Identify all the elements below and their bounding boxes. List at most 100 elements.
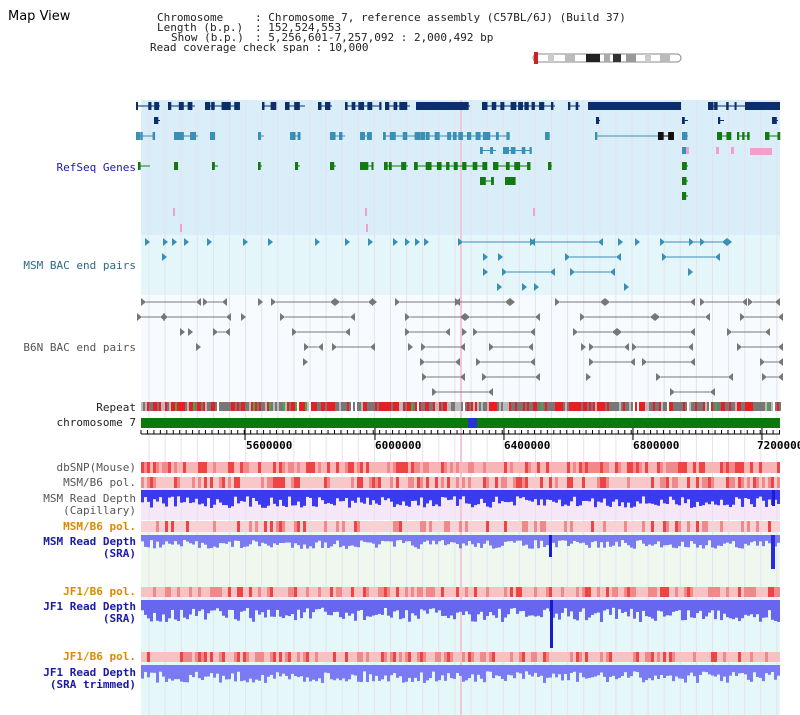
heat-cell xyxy=(432,462,435,473)
gene-exon xyxy=(351,102,356,110)
repeat-segment xyxy=(173,402,175,411)
heat-cell xyxy=(639,462,642,473)
track-label-msm-depth-sra[interactable]: MSM Read Depth xyxy=(43,535,136,548)
track-label-jf1-b6-pol-1[interactable]: JF1/B6 pol. xyxy=(63,585,136,598)
length-value: : 152,524,553 xyxy=(255,21,342,34)
depth-bar xyxy=(396,490,399,505)
heat-cell xyxy=(438,477,441,488)
heat-cell xyxy=(720,477,723,488)
bac-end xyxy=(196,298,201,306)
heat-cell xyxy=(723,521,726,532)
heat-cell xyxy=(195,521,198,532)
bac-end xyxy=(445,328,450,336)
depth-bar xyxy=(471,490,474,508)
heat-cell xyxy=(246,652,249,662)
track-label-msm-depth-capillary[interactable]: MSM Read Depth xyxy=(43,492,136,505)
depth-bar xyxy=(666,490,669,504)
heat-cell xyxy=(621,587,624,597)
track-label-chromosome[interactable]: chromosome 7 xyxy=(56,416,136,429)
bac-end xyxy=(460,343,465,351)
heat-cell xyxy=(771,652,774,662)
bac-end xyxy=(530,328,535,336)
heat-cell xyxy=(444,521,447,532)
heat-cell xyxy=(747,477,750,488)
heat-cell xyxy=(678,462,681,473)
heat-cell xyxy=(480,652,483,662)
heat-cell xyxy=(492,462,495,473)
gene-exon xyxy=(467,132,472,140)
track-label-jf1-depth-trimmed[interactable]: JF1 Read Depth xyxy=(43,666,136,679)
heat-cell xyxy=(225,652,228,662)
depth-bar xyxy=(147,600,150,619)
heat-cell xyxy=(648,521,651,532)
depth-bar xyxy=(318,490,321,498)
depth-bar xyxy=(189,535,192,544)
heat-cell xyxy=(321,477,324,488)
track-label-msm-b6-pol-2[interactable]: MSM/B6 pol. xyxy=(63,520,136,533)
depth-bar xyxy=(345,665,348,682)
repeat-segment xyxy=(199,402,201,411)
heat-cell xyxy=(732,587,735,597)
depth-bar xyxy=(144,600,147,615)
depth-bar xyxy=(465,665,468,681)
heat-cell xyxy=(249,521,252,532)
heat-cell xyxy=(318,652,321,662)
heat-cell xyxy=(192,587,195,597)
depth-bar xyxy=(561,490,564,507)
depth-bar xyxy=(402,535,405,544)
track-label-repeat[interactable]: Repeat xyxy=(96,401,136,414)
bac-end xyxy=(315,238,320,246)
heat-cell xyxy=(312,587,315,597)
heat-cell xyxy=(534,462,537,473)
heat-cell xyxy=(483,587,486,597)
depth-bar xyxy=(741,490,744,507)
repeat-segment xyxy=(579,402,581,411)
bac-end xyxy=(535,313,540,321)
depth-bar xyxy=(708,535,711,541)
track-label-dbsnp[interactable]: dbSNP(Mouse) xyxy=(56,461,136,474)
repeat-segment xyxy=(307,402,309,411)
heat-cell xyxy=(246,477,249,488)
heat-cell xyxy=(285,477,288,488)
depth-bar xyxy=(330,665,333,680)
heat-cell xyxy=(711,462,714,473)
heat-cell xyxy=(498,521,501,532)
heat-cell xyxy=(528,652,531,662)
track-label-jf1-b6-pol-2[interactable]: JF1/B6 pol. xyxy=(63,650,136,663)
heat-cell xyxy=(759,587,762,597)
depth-bar xyxy=(453,535,456,543)
depth-bar xyxy=(612,490,615,502)
depth-bar xyxy=(303,535,306,545)
heat-cell xyxy=(732,477,735,488)
depth-bar xyxy=(444,490,447,498)
gene-exon xyxy=(500,102,505,110)
depth-bar xyxy=(270,600,273,617)
gene-exon xyxy=(506,132,510,140)
heat-cell xyxy=(543,587,546,597)
depth-bar xyxy=(432,490,435,507)
track-label-refseq[interactable]: RefSeq Genes xyxy=(56,161,136,174)
repeat-segment xyxy=(339,402,341,411)
repeat-segment xyxy=(487,402,489,411)
depth-bar xyxy=(336,490,339,499)
heat-cell xyxy=(678,587,681,597)
heat-cell xyxy=(432,652,435,662)
heat-cell xyxy=(612,521,615,532)
repeat-segment xyxy=(479,402,481,411)
heat-cell xyxy=(429,652,432,662)
track-label-msm-b6-pol-1[interactable]: MSM/B6 pol. xyxy=(63,476,136,489)
depth-bar xyxy=(360,600,363,610)
heat-cell xyxy=(543,462,546,473)
heat-cell xyxy=(189,462,192,473)
track-label-msm-bac[interactable]: MSM BAC end pairs xyxy=(23,259,136,272)
repeat-segment xyxy=(379,402,381,411)
track-label-jf1-depth-sra[interactable]: JF1 Read Depth xyxy=(43,600,136,613)
repeat-segment xyxy=(631,402,633,411)
depth-bar xyxy=(534,665,537,673)
track-label-b6n-bac[interactable]: B6N BAC end pairs xyxy=(23,341,136,354)
heat-cell xyxy=(288,477,291,488)
heat-cell xyxy=(684,462,687,473)
heat-cell xyxy=(348,521,351,532)
gene-exon xyxy=(295,162,299,170)
